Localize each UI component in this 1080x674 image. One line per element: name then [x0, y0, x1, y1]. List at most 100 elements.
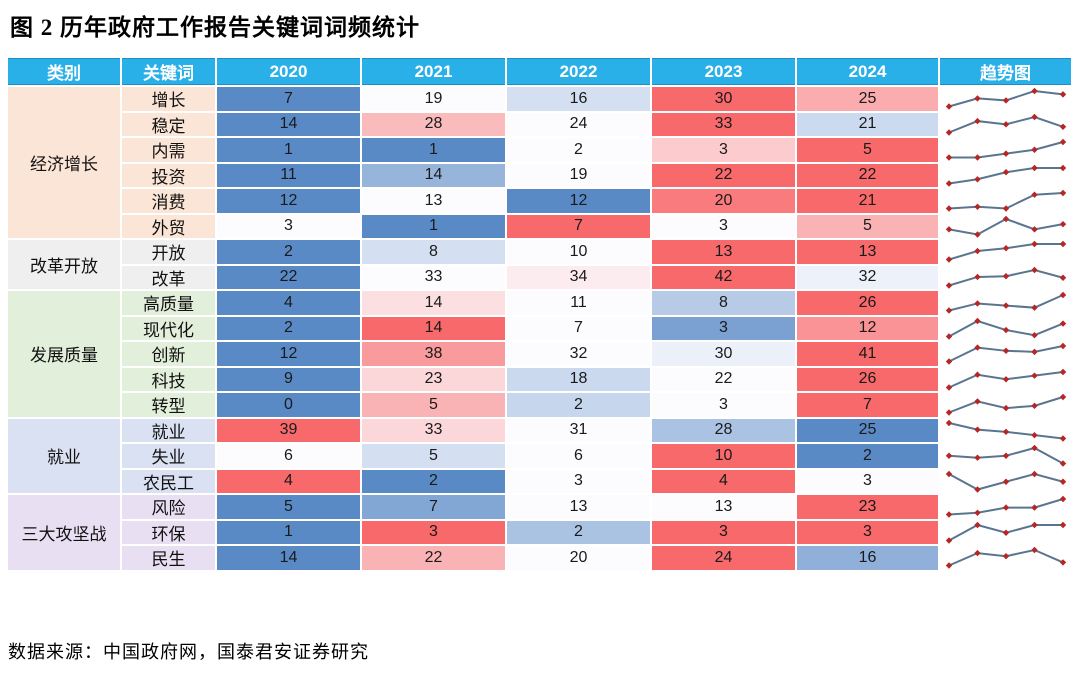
- value-cell: 3: [652, 316, 795, 340]
- sparkline-marker-icon: [1059, 320, 1066, 327]
- sparkline-marker-icon: [1059, 460, 1066, 467]
- sparkline-marker-icon: [945, 384, 952, 391]
- trend-cell: [940, 520, 1071, 544]
- value-cell: 8: [652, 291, 795, 315]
- keyword-cell: 环保: [122, 520, 215, 544]
- category-cell: 改革开放: [8, 240, 120, 289]
- value-cell: 22: [652, 367, 795, 391]
- sparkline-marker-icon: [1059, 435, 1066, 442]
- value-cell: 12: [507, 189, 650, 213]
- sparkline-marker-icon: [1002, 245, 1009, 252]
- value-cell: 2: [362, 469, 505, 493]
- value-cell: 11: [217, 163, 360, 187]
- sparkline-marker-icon: [1002, 150, 1009, 158]
- sparkline-marker-icon: [1059, 496, 1066, 503]
- value-cell: 16: [797, 546, 938, 570]
- value-cell: 10: [507, 240, 650, 264]
- sparkline-marker-icon: [945, 129, 952, 136]
- value-cell: 30: [652, 342, 795, 366]
- sparkline-marker-icon: [945, 256, 952, 263]
- value-cell: 2: [797, 444, 938, 468]
- value-cell: 3: [507, 469, 650, 493]
- value-cell: 7: [217, 87, 360, 111]
- frequency-table: 类别 关键词 2020 2021 2022 2023 2024 趋势图 经济增长 增长 7 19 16 3…: [8, 58, 1071, 570]
- sparkline-marker-icon: [945, 225, 952, 233]
- trend-sparkline: [945, 470, 1066, 493]
- sparkline-marker-icon: [1059, 241, 1066, 248]
- trend-cell: [940, 546, 1071, 570]
- sparkline-marker-icon: [1059, 190, 1066, 197]
- keyword-cell: 投资: [122, 163, 215, 187]
- keyword-cell: 外贸: [122, 214, 215, 238]
- sparkline-marker-icon: [973, 175, 981, 183]
- sparkline-marker-icon: [1002, 347, 1009, 355]
- value-cell: 3: [652, 520, 795, 544]
- trend-cell: [940, 393, 1071, 417]
- value-cell: 14: [217, 546, 360, 570]
- column-header-7: 2024: [797, 58, 938, 85]
- sparkline-marker-icon: [1002, 168, 1009, 176]
- sparkline-marker-icon: [1059, 139, 1066, 146]
- trend-cell: [940, 112, 1071, 136]
- sparkline-marker-icon: [973, 117, 981, 125]
- data-source: 数据来源：中国政府网，国泰君安证券研究: [8, 642, 369, 662]
- sparkline-marker-icon: [973, 231, 981, 238]
- sparkline-marker-icon: [945, 419, 952, 426]
- trend-sparkline: [945, 266, 1066, 289]
- value-cell: 1: [217, 138, 360, 162]
- sparkline-marker-icon: [973, 317, 981, 324]
- value-cell: 4: [652, 469, 795, 493]
- sparkline-marker-icon: [973, 398, 981, 405]
- value-cell: 2: [217, 240, 360, 264]
- trend-sparkline: [945, 88, 1066, 110]
- sparkline-marker-icon: [1059, 274, 1066, 281]
- value-cell: 3: [652, 214, 795, 238]
- sparkline-marker-icon: [973, 454, 981, 462]
- sparkline-marker-icon: [1059, 368, 1066, 375]
- value-cell: 26: [797, 291, 938, 315]
- sparkline-marker-icon: [1030, 266, 1038, 273]
- value-cell: 2: [217, 316, 360, 340]
- sparkline-marker-icon: [1002, 504, 1009, 512]
- value-cell: 34: [507, 265, 650, 289]
- value-cell: 8: [362, 240, 505, 264]
- sparkline-marker-icon: [1002, 428, 1009, 435]
- keyword-cell: 创新: [122, 342, 215, 366]
- value-cell: 3: [652, 138, 795, 162]
- sparkline-marker-icon: [1030, 191, 1038, 199]
- trend-sparkline: [945, 496, 1066, 518]
- sparkline-marker-icon: [945, 358, 952, 365]
- trend-sparkline: [945, 419, 1066, 442]
- sparkline-marker-icon: [1002, 405, 1009, 412]
- sparkline-marker-icon: [973, 344, 981, 352]
- value-cell: 1: [362, 214, 505, 238]
- value-cell: 7: [797, 393, 938, 417]
- sparkline-marker-icon: [1030, 146, 1038, 154]
- value-cell: 38: [362, 342, 505, 366]
- sparkline-marker-icon: [973, 273, 981, 280]
- keyword-cell: 改革: [122, 265, 215, 289]
- sparkline-marker-icon: [1030, 348, 1038, 356]
- sparkline-marker-icon: [1002, 215, 1009, 222]
- value-cell: 25: [797, 418, 938, 442]
- sparkline-marker-icon: [1002, 97, 1009, 104]
- sparkline-marker-icon: [945, 470, 952, 477]
- sparkline-marker-icon: [945, 282, 952, 289]
- category-cell: 经济增长: [8, 87, 120, 238]
- value-cell: 16: [507, 87, 650, 111]
- category-cell: 发展质量: [8, 291, 120, 417]
- sparkline-marker-icon: [1059, 123, 1066, 130]
- column-header-1: 类别: [8, 58, 120, 85]
- value-cell: 22: [217, 265, 360, 289]
- value-cell: 22: [362, 546, 505, 570]
- value-cell: 25: [797, 87, 938, 111]
- value-cell: 21: [797, 189, 938, 213]
- value-cell: 13: [362, 189, 505, 213]
- column-header-5: 2022: [507, 58, 650, 85]
- sparkline-marker-icon: [1030, 164, 1038, 171]
- sparkline-marker-icon: [945, 409, 952, 416]
- value-cell: 42: [652, 265, 795, 289]
- value-cell: 7: [507, 214, 650, 238]
- trend-sparkline: [945, 343, 1066, 365]
- trend-sparkline: [945, 445, 1066, 467]
